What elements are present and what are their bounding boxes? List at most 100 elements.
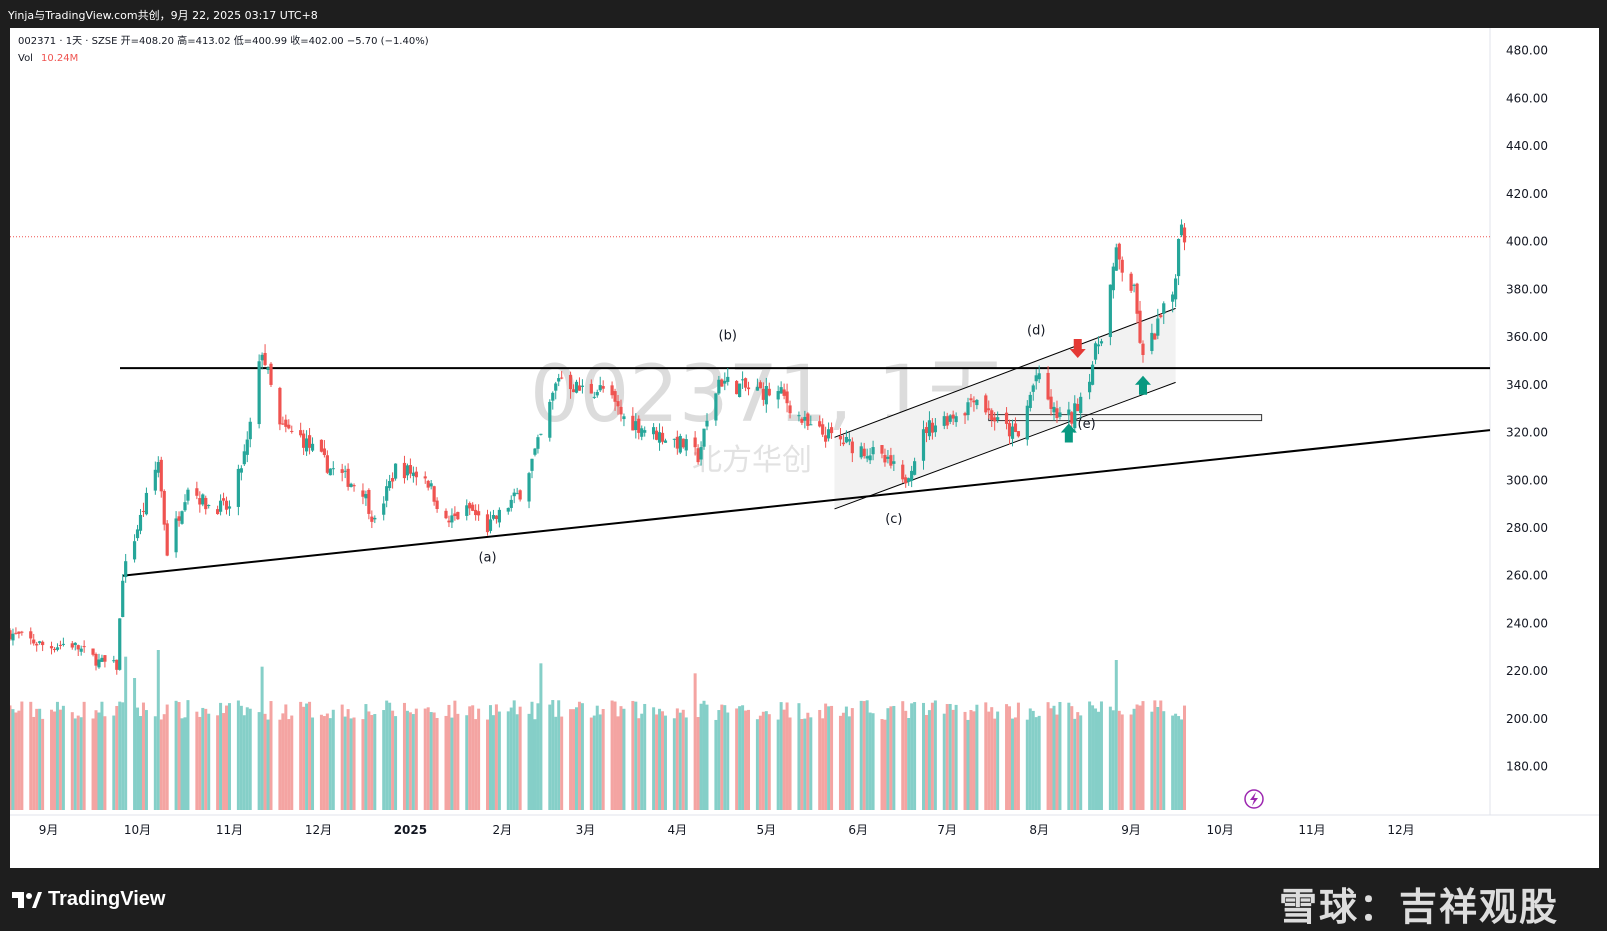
volume-bar [720,704,724,810]
candle-body [370,516,374,522]
channel-fill [834,308,1176,509]
candle-body [993,417,997,422]
volume-bar [868,712,872,810]
volume-bar [1091,705,1095,810]
candle-body [1120,259,1124,273]
candle-body [601,386,605,389]
volume-bar [634,701,638,810]
tradingview-logo[interactable]: TradingView [12,888,165,911]
chart-area[interactable]: 002371, 1天 北方华创 (a) (b) (c) (d) (e) 480.00 46… [8,28,1599,868]
chart-title: Yinja与TradingView.com共创，9月 22, 2025 03:1… [8,9,318,22]
candle-body [201,494,205,505]
volume-bar [260,666,264,810]
time-axis[interactable]: 9月 10月 11月 12月 2025 2月 3月 4月 5月 6月 7月 8月 9月 10月 11月 12月 [39,823,1415,837]
time-tick-label: 9月 [39,823,59,837]
volume-bar [447,704,451,810]
candle-body [477,511,481,516]
candle-body [859,446,863,458]
candle-body [388,481,392,489]
volume-bar [195,711,199,810]
volume-bar [38,708,42,810]
time-tick-label: 2月 [493,823,513,837]
volume-bar [346,709,350,810]
volume-bar [1005,704,1009,810]
volume-bar [207,713,211,810]
volume-bar [1052,705,1056,810]
candle-body [331,468,335,470]
candle-body [1093,343,1098,360]
volume-bar [933,700,937,810]
volume-bar [1013,717,1017,810]
volume-bar [257,712,261,810]
lightning-icon[interactable] [1244,789,1264,809]
volume-bar [969,710,973,810]
chart-svg[interactable]: 002371, 1天 北方华创 (a)(b)(c)(d)(e) 480.0046… [8,28,1599,868]
volume-bar [1055,714,1059,810]
volume-bar [177,702,181,810]
candle-body [901,464,905,480]
time-tick-label: 8月 [1029,823,1049,837]
candle-body [144,492,149,515]
candle-body [990,410,994,421]
candle-body [619,406,623,415]
candle-body [278,387,282,425]
candle-body [714,393,718,421]
volume-bar [1079,715,1083,810]
volume-bar [382,710,386,810]
volume-bar [115,705,119,810]
volume-bar [598,714,602,810]
volume-bar [29,701,33,810]
candle-body [70,643,74,648]
volume-bar [162,714,166,810]
candle-body [720,379,724,387]
candle-body [198,498,202,505]
price-axis[interactable]: 480.00 460.00 440.00 420.00 400.00 380.00 360.… [1506,44,1548,774]
volume-bar [91,718,95,810]
candle-body [663,440,668,443]
volume-bar [580,703,584,810]
candle-body [382,503,386,515]
volume-bar [948,703,952,810]
volume-bar [239,705,243,810]
candle-body [367,489,371,514]
volume-bar [776,719,780,810]
volume-bar [536,703,540,810]
candle-body [577,385,582,391]
candle-body [1046,372,1050,400]
legend-symbol-line: 002371 · 1天 · SZSE 开=408.20 高=413.02 低=4… [18,34,429,47]
time-tick-label: 12月 [1387,823,1414,837]
volume-bar [533,719,537,810]
volume-bar [408,712,412,810]
volume-bar [76,715,80,810]
candle-body [79,648,83,652]
volume-bar [922,702,926,810]
volume-bar [975,704,979,810]
volume-bar [308,701,312,810]
candle-body [319,439,324,452]
volume-bar [82,701,86,810]
volume-bar [966,719,970,810]
volume-bar [681,709,685,810]
candle-body [657,432,662,443]
candle-body [1138,310,1142,343]
candle-body [910,470,914,481]
candle-body [204,497,208,510]
volume-bar [165,704,169,810]
candle-body [963,413,967,416]
candle-body [696,448,700,463]
candle-body [115,659,119,670]
candle-body [622,416,626,420]
candle-body [269,363,273,385]
volume-bar [144,710,148,810]
volume-bar [1096,711,1100,810]
drawing-lines[interactable] [10,236,1491,577]
price-tick-label: 300.00 [1506,473,1548,487]
volume-bar [678,712,682,810]
candle-body [20,631,24,633]
candle-body [892,461,896,464]
volume-bar [663,715,667,810]
candle-body [539,433,543,435]
candle-body [548,401,552,438]
volume-bar [474,719,478,810]
candle-body [880,445,884,454]
